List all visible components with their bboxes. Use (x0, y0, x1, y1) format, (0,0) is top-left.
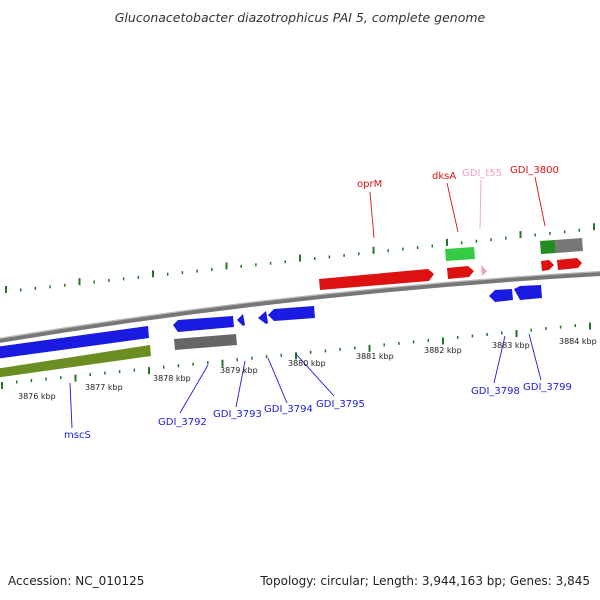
gene-arrow-dksa[interactable] (447, 266, 474, 279)
gene-arrow-gdi3794a[interactable] (258, 311, 268, 324)
gene-label-gdi-3794[interactable]: GDI_3794 (264, 404, 313, 415)
gene-label-gdi-3795[interactable]: GDI_3795 (316, 399, 365, 410)
kbp-label: 3881 kbp (356, 352, 394, 361)
gene-label-gdi-3793[interactable]: GDI_3793 (213, 409, 262, 420)
genome-backbone (0, 271, 600, 343)
gene-bar-mscs[interactable] (0, 326, 149, 359)
gene-arrow-gdi-t55[interactable] (481, 265, 487, 276)
gene-arrow-oprm[interactable] (319, 269, 434, 290)
outer-tick-track (5, 223, 595, 293)
gene-label-gdi-3792[interactable]: GDI_3792 (158, 417, 207, 428)
kbp-scale-labels: 3876 kbp 3877 kbp 3878 kbp 3879 kbp 3880 kbp… (18, 337, 597, 401)
inner-tick-track (1, 322, 591, 389)
gene-label-mscs[interactable]: mscS (64, 430, 91, 441)
kbp-label: 3882 kbp (424, 346, 462, 355)
gene-arrow-gdi3798[interactable] (489, 289, 513, 302)
genome-backbone-highlight (0, 270, 600, 339)
gene-label-gdi-3799[interactable]: GDI_3799 (523, 382, 572, 393)
gene-label-oprm[interactable]: oprM (357, 179, 382, 190)
kbp-label: 3877 kbp (85, 383, 123, 392)
kbp-label: 3884 kbp (559, 337, 597, 346)
gene-bar-dark-green[interactable] (540, 240, 556, 254)
gene-arrow-gdi3792[interactable] (173, 316, 234, 332)
gene-bar-grey-right[interactable] (555, 238, 583, 253)
gene-arrow-gdi3800b[interactable] (557, 258, 582, 270)
gene-label-gdi-3800[interactable]: GDI_3800 (510, 165, 559, 176)
gene-bar-olive[interactable] (0, 345, 151, 378)
gene-label-gdi-t55[interactable]: GDI_t55 (462, 168, 502, 179)
gene-arrow-gdi3795[interactable] (268, 306, 315, 321)
kbp-label: 3879 kbp (220, 366, 258, 375)
gene-arrow-gdi3793[interactable] (237, 314, 245, 326)
gene-label-dksa[interactable]: dksA (432, 171, 456, 182)
gene-labels: oprM dksA GDI_t55 GDI_3800 mscS GDI_3792 GDI_3… (64, 165, 572, 441)
genome-summary-text: Topology: circular; Length: 3,944,163 bp… (260, 574, 590, 588)
gene-bar-green[interactable] (445, 247, 475, 261)
kbp-label: 3880 kbp (288, 359, 326, 368)
map-title: Gluconacetobacter diazotrophicus PAI 5, … (114, 10, 486, 25)
kbp-label: 3883 kbp (492, 341, 530, 350)
gene-arrow-gdi3799[interactable] (514, 285, 542, 300)
kbp-label: 3876 kbp (18, 392, 56, 401)
accession-text: Accession: NC_010125 (8, 574, 145, 588)
leader-lines (69, 176, 546, 429)
gene-arrow-gdi3800a[interactable] (541, 260, 554, 271)
gene-bar-grey[interactable] (174, 334, 237, 350)
gene-label-gdi-3798[interactable]: GDI_3798 (471, 386, 520, 397)
kbp-label: 3878 kbp (153, 374, 191, 383)
